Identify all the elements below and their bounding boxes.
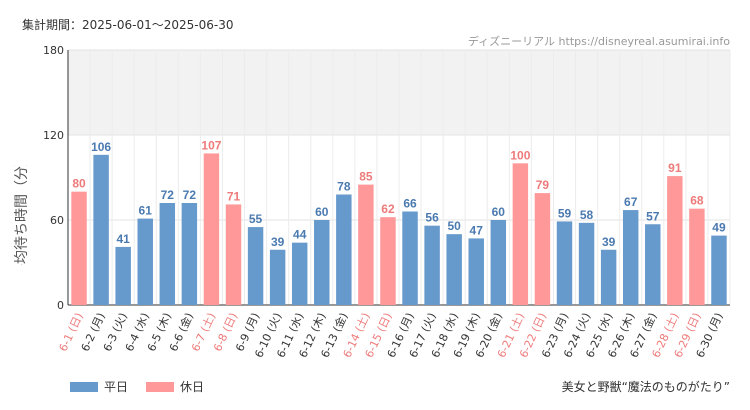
legend-item-weekday[interactable]: 平日 — [70, 378, 128, 395]
data-label-18: 50 — [447, 219, 461, 233]
data-label-9: 55 — [249, 212, 263, 226]
data-label-24: 58 — [580, 208, 594, 222]
bar-30 — [711, 235, 727, 305]
data-label-6: 72 — [183, 188, 197, 202]
bar-15 — [380, 217, 396, 305]
data-label-4: 61 — [139, 204, 153, 218]
data-label-15: 62 — [381, 202, 395, 216]
data-label-20: 60 — [492, 205, 506, 219]
bar-26 — [622, 210, 639, 305]
data-label-5: 72 — [161, 188, 175, 202]
data-label-12: 60 — [315, 205, 329, 219]
data-label-29: 68 — [690, 194, 704, 208]
data-label-14: 85 — [359, 170, 373, 184]
bar-2 — [93, 154, 109, 305]
bar-7 — [203, 153, 220, 305]
bar-29 — [689, 208, 705, 305]
y-axis-label: 平均待ち時間（分） — [14, 165, 30, 265]
data-label-23: 59 — [558, 206, 572, 220]
data-label-27: 57 — [646, 209, 660, 223]
y-tick-label: 60 — [50, 214, 64, 227]
data-label-7: 107 — [201, 138, 221, 152]
y-tick-label: 0 — [57, 299, 64, 312]
data-label-2: 106 — [91, 140, 111, 154]
bar-12 — [314, 220, 330, 305]
data-label-21: 100 — [510, 148, 530, 162]
bar-5 — [159, 203, 176, 305]
data-label-3: 41 — [116, 232, 130, 246]
data-label-13: 78 — [337, 180, 351, 194]
legend-swatch-holiday — [146, 381, 175, 392]
bar-18 — [446, 234, 462, 305]
legend-item-holiday[interactable]: 休日 — [146, 378, 204, 395]
legend-label-holiday: 休日 — [180, 380, 205, 394]
bar-6 — [181, 203, 198, 305]
bar-21 — [512, 163, 529, 305]
legend-label-weekday: 平日 — [104, 380, 129, 394]
bar-3 — [115, 246, 131, 305]
bar-11 — [291, 242, 308, 305]
bar-10 — [269, 249, 286, 305]
bar-27 — [645, 224, 661, 305]
bar-22 — [534, 193, 551, 305]
data-label-11: 44 — [293, 228, 307, 242]
bar-17 — [424, 225, 440, 305]
data-label-28: 91 — [668, 161, 682, 175]
data-label-22: 79 — [536, 178, 550, 192]
data-label-26: 67 — [624, 195, 638, 209]
bar-14 — [358, 184, 374, 305]
bar-4 — [137, 218, 153, 305]
y-tick-label: 120 — [43, 129, 64, 142]
bar-16 — [402, 211, 418, 305]
y-tick-label: 180 — [43, 44, 64, 57]
y-axis-label-box: 平均待ち時間（分） — [14, 165, 30, 265]
chart-legend: 平日 休日 — [70, 378, 222, 395]
bar-8 — [225, 204, 242, 305]
bar-9 — [247, 227, 264, 305]
bar-19 — [468, 238, 484, 305]
data-label-1: 80 — [72, 177, 86, 191]
bar-24 — [578, 222, 595, 305]
data-label-17: 56 — [425, 211, 439, 225]
data-label-25: 39 — [602, 235, 616, 249]
legend-swatch-weekday — [70, 381, 98, 392]
data-label-19: 47 — [470, 223, 484, 237]
bar-23 — [556, 221, 573, 305]
bar-25 — [600, 249, 617, 305]
collection-period: 集計期間：2025-06-01〜2025-06-30 — [22, 18, 234, 32]
data-label-16: 66 — [403, 197, 417, 211]
bar-13 — [336, 194, 352, 305]
data-label-30: 49 — [712, 221, 726, 235]
data-label-10: 39 — [271, 235, 285, 249]
bar-28 — [667, 176, 683, 305]
data-label-8: 71 — [227, 189, 241, 203]
bar-20 — [490, 220, 507, 305]
source-credit: ディズニーリアル https://disneyreal.asumirai.inf… — [467, 35, 730, 48]
attraction-name: 美女と野獣“魔法のものがたり” — [561, 380, 730, 394]
bar-1 — [71, 191, 87, 305]
